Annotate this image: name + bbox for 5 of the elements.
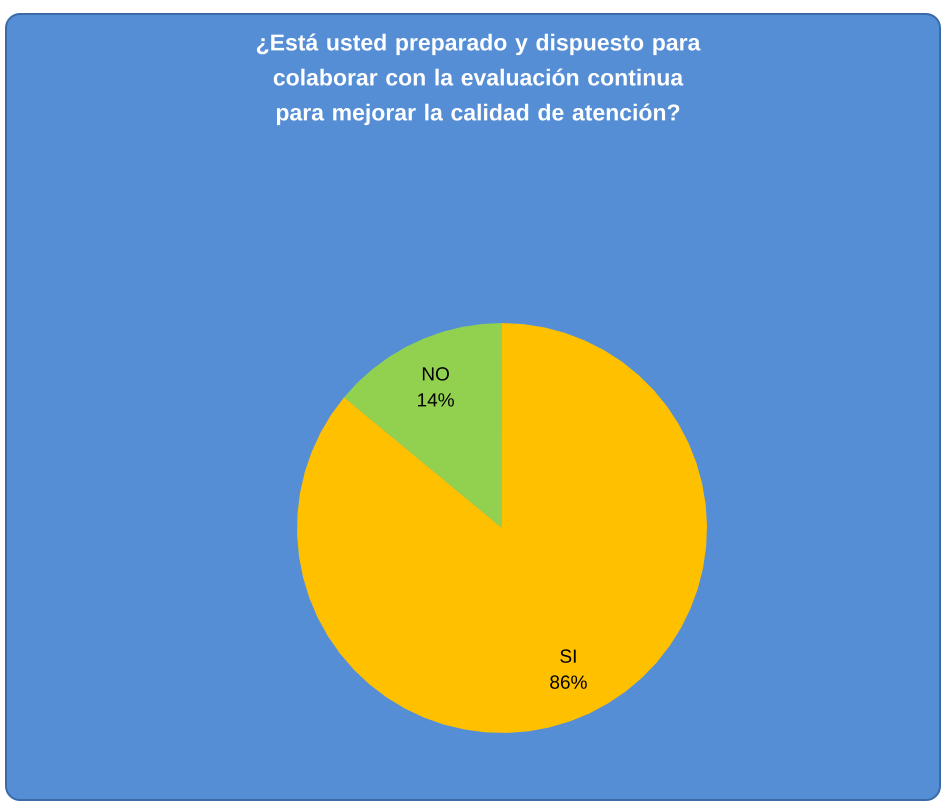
chart-title: ¿Está usted preparado y dispuesto para colaborar con la evaluación continua para mejorar la calidad de atención? [256, 34, 701, 126]
slice-label: NO [422, 367, 449, 381]
data-label: 86% [550, 675, 587, 689]
data-label: 14% [418, 393, 454, 407]
slice-label: SI [560, 649, 576, 663]
